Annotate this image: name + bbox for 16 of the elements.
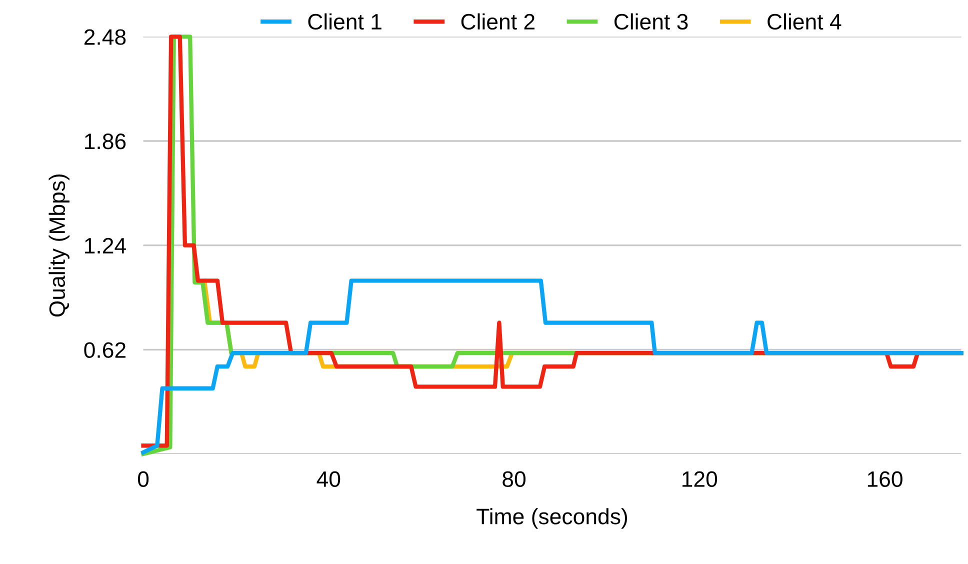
y-tick-label: 2.48 <box>84 29 126 45</box>
line-series <box>141 278 964 454</box>
y-tick-label: 1.86 <box>85 134 126 150</box>
x-tick-label: 120 <box>682 471 718 488</box>
y-tick-label: 1.24 <box>85 238 126 254</box>
x-tick-label: 0 <box>138 471 149 488</box>
x-tick-label: 160 <box>868 471 902 488</box>
legend-label: Client 2 <box>461 13 534 30</box>
x-tick-label: 80 <box>502 471 526 488</box>
legend-label: Client 3 <box>614 13 688 30</box>
x-tick-label: 40 <box>316 471 340 488</box>
legend-label: Client 1 <box>308 13 382 30</box>
y-tick-label: 0.62 <box>84 342 126 358</box>
legend-label: Client 4 <box>768 13 842 30</box>
y-axis-title: Quality (Mbps) <box>48 174 70 317</box>
x-axis-title: Time (seconds) <box>476 508 628 529</box>
